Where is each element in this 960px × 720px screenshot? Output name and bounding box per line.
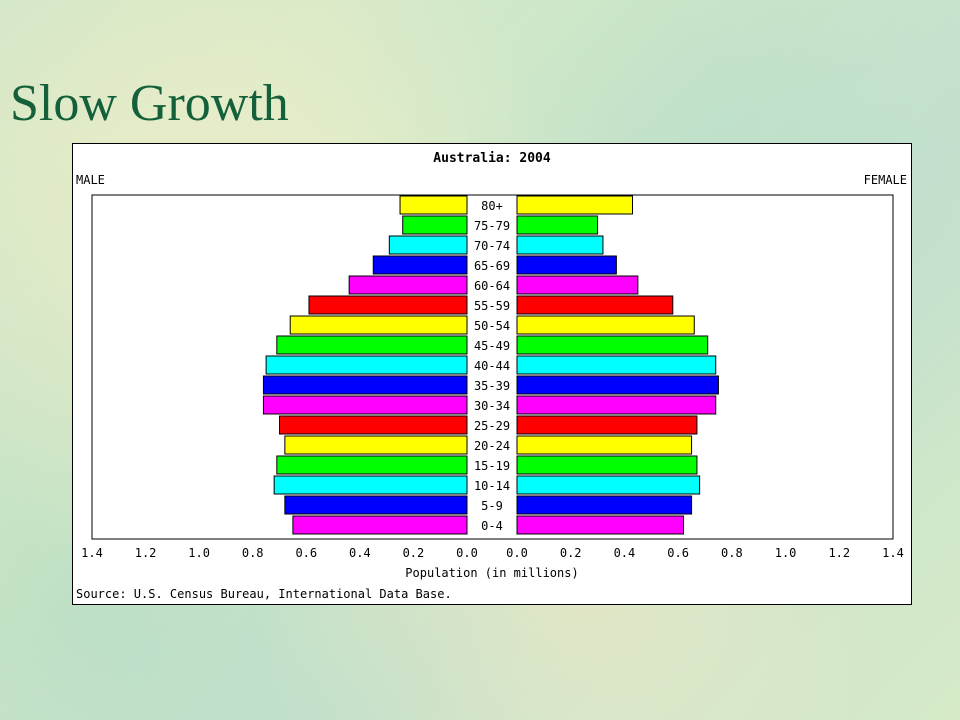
tick-label: 1.2	[135, 546, 157, 560]
chart-title: Australia: 2004	[433, 151, 551, 166]
tick-label: 1.0	[188, 546, 210, 560]
age-label-70-74: 70-74	[474, 239, 510, 253]
male-bar-40-44	[265, 355, 468, 375]
tick-label: 0.0	[506, 546, 528, 560]
female-bar-50-54	[516, 315, 695, 335]
age-label-50-54: 50-54	[474, 319, 510, 333]
male-bar-30-34	[262, 395, 468, 415]
age-label-0-4: 0-4	[481, 519, 503, 533]
plot-frame	[91, 194, 894, 540]
male-bar-10-14	[273, 475, 468, 495]
female-bar-5-9	[516, 495, 693, 515]
age-label-40-44: 40-44	[474, 359, 510, 373]
age-label-35-39: 35-39	[474, 379, 510, 393]
tick-label: 0.4	[614, 546, 636, 560]
tick-label: 1.0	[775, 546, 797, 560]
population-pyramid-chart: Australia: 2004 MALE FEMALE 0-4 5-9 10-14 1…	[72, 143, 912, 605]
male-bar-50-54	[289, 315, 468, 335]
tick-label: 0.2	[560, 546, 582, 560]
age-label-80+: 80+	[481, 199, 503, 213]
male-bar-70-74	[388, 235, 468, 255]
male-bar-15-19	[276, 455, 468, 475]
tick-label: 0.8	[721, 546, 743, 560]
male-bar-55-59	[308, 295, 468, 315]
male-bar-0-4	[292, 515, 468, 535]
female-bar-55-59	[516, 295, 674, 315]
female-bar-40-44	[516, 355, 717, 375]
tick-label: 1.4	[882, 546, 904, 560]
female-bar-65-69	[516, 255, 617, 275]
male-bar-75-79	[402, 215, 468, 235]
x-axis-label: Population (in millions)	[405, 566, 578, 580]
tick-label: 0.0	[456, 546, 478, 560]
tick-label: 1.2	[828, 546, 850, 560]
age-label-25-29: 25-29	[474, 419, 510, 433]
male-bars	[262, 195, 468, 535]
female-bar-10-14	[516, 475, 701, 495]
tick-label: 0.8	[242, 546, 264, 560]
male-bar-45-49	[276, 335, 468, 355]
female-label: FEMALE	[864, 173, 907, 187]
female-bar-70-74	[516, 235, 604, 255]
age-label-65-69: 65-69	[474, 259, 510, 273]
tick-label: 0.4	[349, 546, 371, 560]
female-bar-20-24	[516, 435, 693, 455]
age-label-45-49: 45-49	[474, 339, 510, 353]
source-note: Source: U.S. Census Bureau, Internationa…	[76, 587, 452, 601]
age-label-60-64: 60-64	[474, 279, 510, 293]
tick-labels: 1.4 1.2 1.0 0.8 0.6 0.4 0.2 0.0 0.0 0.2 0.4 0.6 0.8 1…	[81, 546, 904, 560]
population-pyramid-svg: Australia: 2004 MALE FEMALE 0-4 5-9 10-14 1…	[76, 151, 907, 601]
female-bar-45-49	[516, 335, 709, 355]
female-bar-30-34	[516, 395, 717, 415]
female-bar-25-29	[516, 415, 698, 435]
age-label-75-79: 75-79	[474, 219, 510, 233]
male-bar-60-64	[348, 275, 468, 295]
male-bar-25-29	[279, 415, 468, 435]
male-label: MALE	[76, 173, 105, 187]
tick-label: 0.6	[667, 546, 689, 560]
tick-label: 1.4	[81, 546, 103, 560]
female-bar-15-19	[516, 455, 698, 475]
age-label-55-59: 55-59	[474, 299, 510, 313]
male-bar-65-69	[372, 255, 468, 275]
tick-label: 0.2	[403, 546, 425, 560]
male-bar-35-39	[262, 375, 468, 395]
female-bar-35-39	[516, 375, 719, 395]
female-bar-0-4	[516, 515, 685, 535]
age-label-20-24: 20-24	[474, 439, 510, 453]
tick-label: 0.6	[295, 546, 317, 560]
male-bar-5-9	[284, 495, 468, 515]
age-label-15-19: 15-19	[474, 459, 510, 473]
female-bars	[516, 195, 719, 535]
male-bar-20-24	[284, 435, 468, 455]
age-label-10-14: 10-14	[474, 479, 510, 493]
age-labels: 0-4 5-9 10-14 15-19 20-24 25-29 30-34 35-39 40-4…	[474, 199, 510, 533]
age-label-30-34: 30-34	[474, 399, 510, 413]
female-bar-75-79	[516, 215, 599, 235]
male-bar-80+	[399, 195, 468, 215]
age-label-5-9: 5-9	[481, 499, 503, 513]
female-bar-60-64	[516, 275, 639, 295]
female-bar-80+	[516, 195, 633, 215]
slide-title: Slow Growth	[10, 75, 289, 132]
